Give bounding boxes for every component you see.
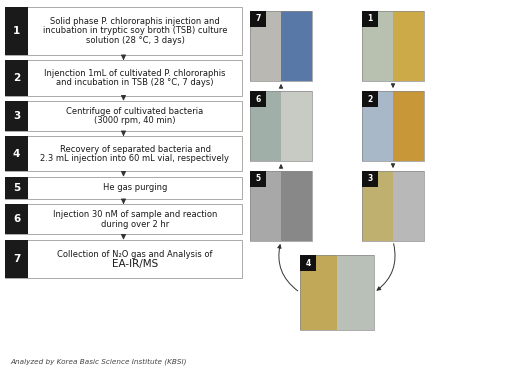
- Bar: [5, 61, 28, 96]
- Bar: [362, 11, 424, 81]
- Bar: [300, 255, 337, 330]
- Bar: [362, 171, 424, 241]
- Bar: [5, 177, 28, 199]
- Bar: [393, 171, 424, 241]
- Bar: [5, 137, 242, 172]
- Bar: [250, 91, 281, 161]
- Text: 5: 5: [256, 175, 260, 183]
- Bar: [5, 7, 242, 55]
- Bar: [5, 177, 242, 199]
- Bar: [250, 171, 281, 241]
- Bar: [250, 11, 266, 27]
- Text: Analyzed by Korea Basic Science Institute (KBSI): Analyzed by Korea Basic Science Institut…: [10, 358, 186, 365]
- Bar: [250, 91, 312, 161]
- Bar: [281, 91, 312, 161]
- Text: Injection 30 nM of sample and reaction: Injection 30 nM of sample and reaction: [53, 210, 217, 219]
- Bar: [281, 11, 312, 81]
- Bar: [281, 171, 312, 241]
- Bar: [5, 101, 28, 131]
- Bar: [5, 204, 242, 235]
- Text: 7: 7: [256, 14, 261, 24]
- Bar: [5, 137, 28, 172]
- Bar: [5, 204, 28, 235]
- Text: 1: 1: [367, 14, 373, 24]
- Text: (3000 rpm, 40 min): (3000 rpm, 40 min): [95, 116, 176, 125]
- Bar: [362, 91, 424, 161]
- Bar: [250, 171, 266, 187]
- Text: Recovery of separated bacteria and: Recovery of separated bacteria and: [60, 145, 211, 154]
- Text: 7: 7: [13, 254, 20, 264]
- Bar: [5, 240, 242, 278]
- Text: Collection of N₂O gas and Analysis of: Collection of N₂O gas and Analysis of: [57, 250, 213, 259]
- Bar: [393, 11, 424, 81]
- Text: 3: 3: [367, 175, 373, 183]
- Text: 4: 4: [305, 259, 310, 268]
- Bar: [5, 240, 28, 278]
- Bar: [250, 171, 312, 241]
- Bar: [300, 255, 316, 271]
- Text: Centrifuge of cultivated bacteria: Centrifuge of cultivated bacteria: [67, 107, 204, 116]
- Text: 5: 5: [13, 183, 20, 193]
- Bar: [250, 91, 266, 107]
- Text: 3: 3: [13, 111, 20, 121]
- Text: EA-IR/MS: EA-IR/MS: [112, 259, 158, 269]
- Bar: [393, 91, 424, 161]
- Bar: [362, 171, 378, 187]
- Text: Injenction 1mL of cultivated P. chlororaphis: Injenction 1mL of cultivated P. chlorora…: [44, 69, 226, 78]
- Text: 1: 1: [13, 26, 20, 36]
- Bar: [362, 171, 393, 241]
- Bar: [5, 61, 242, 96]
- Text: 6: 6: [13, 214, 20, 224]
- Bar: [250, 11, 281, 81]
- Bar: [250, 11, 312, 81]
- Text: Solid phase P. chlororaphis injection and: Solid phase P. chlororaphis injection an…: [50, 17, 220, 26]
- Bar: [362, 91, 378, 107]
- Bar: [300, 255, 374, 330]
- Bar: [5, 101, 242, 131]
- Bar: [362, 91, 393, 161]
- Bar: [362, 11, 378, 27]
- Text: 2: 2: [13, 73, 20, 83]
- Text: during over 2 hr: during over 2 hr: [101, 220, 169, 229]
- Text: incubation in tryptic soy broth (TSB) culture: incubation in tryptic soy broth (TSB) cu…: [43, 27, 227, 35]
- Bar: [337, 255, 374, 330]
- Text: solution (28 °C, 3 days): solution (28 °C, 3 days): [86, 36, 184, 45]
- Text: He gas purging: He gas purging: [103, 183, 167, 193]
- Text: 6: 6: [256, 94, 261, 103]
- Text: and incubation in TSB (28 °C, 7 days): and incubation in TSB (28 °C, 7 days): [56, 78, 214, 87]
- Text: 2.3 mL injection into 60 mL vial, respectively: 2.3 mL injection into 60 mL vial, respec…: [41, 154, 230, 163]
- Text: 2: 2: [367, 94, 373, 103]
- Text: 4: 4: [13, 149, 20, 159]
- Bar: [362, 11, 393, 81]
- Bar: [5, 7, 28, 55]
